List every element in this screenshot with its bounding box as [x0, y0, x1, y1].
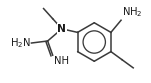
Text: N: N — [57, 24, 66, 34]
Text: H$_2$N: H$_2$N — [10, 36, 30, 50]
Text: NH$_2$: NH$_2$ — [122, 5, 143, 19]
Text: NH: NH — [54, 56, 69, 66]
